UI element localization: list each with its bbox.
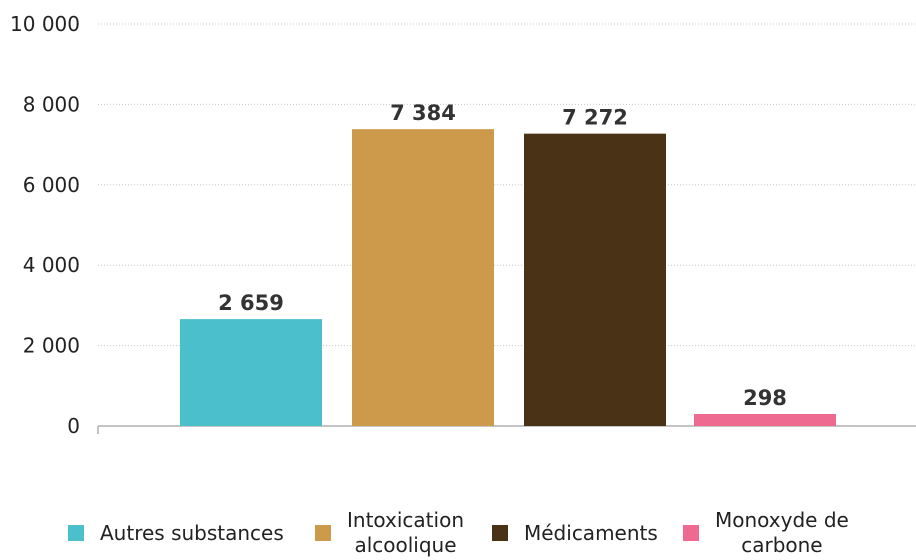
legend-swatch — [683, 525, 699, 541]
y-tick-label: 6 000 — [23, 173, 80, 197]
legend-item: Monoxyde de carbone — [683, 506, 849, 560]
bar — [694, 414, 836, 426]
y-tick-label: 2 000 — [23, 334, 80, 358]
y-tick-label: 0 — [67, 414, 80, 438]
bar — [524, 133, 666, 427]
legend-label: Autres substances — [100, 520, 284, 545]
legend-label: Monoxyde de carbone — [715, 508, 849, 557]
bar-value-label: 7 384 — [390, 101, 456, 125]
chart-legend: Autres substances Intoxication alcooliqu… — [0, 506, 916, 560]
legend-item: Intoxication alcoolique — [315, 506, 464, 560]
y-tick-label: 4 000 — [23, 253, 80, 277]
bar-value-label: 298 — [743, 386, 787, 410]
y-tick-label: 10 000 — [10, 12, 80, 36]
legend-item: Médicaments — [492, 506, 658, 560]
bar — [180, 319, 322, 426]
bar-value-label: 2 659 — [218, 291, 284, 315]
bar-chart: 0 2 000 4 000 6 000 8 000 10 000 2 659 7 384 7 2… — [10, 12, 916, 438]
legend-swatch — [492, 525, 508, 541]
bar-value-label: 7 272 — [562, 106, 628, 130]
legend-label: Intoxication alcoolique — [347, 508, 464, 557]
legend-swatch — [68, 525, 84, 541]
legend-swatch — [315, 525, 331, 541]
y-tick-label: 8 000 — [23, 92, 80, 116]
legend-item: Autres substances — [68, 506, 284, 560]
legend-label: Médicaments — [524, 520, 658, 545]
bar — [352, 129, 494, 426]
